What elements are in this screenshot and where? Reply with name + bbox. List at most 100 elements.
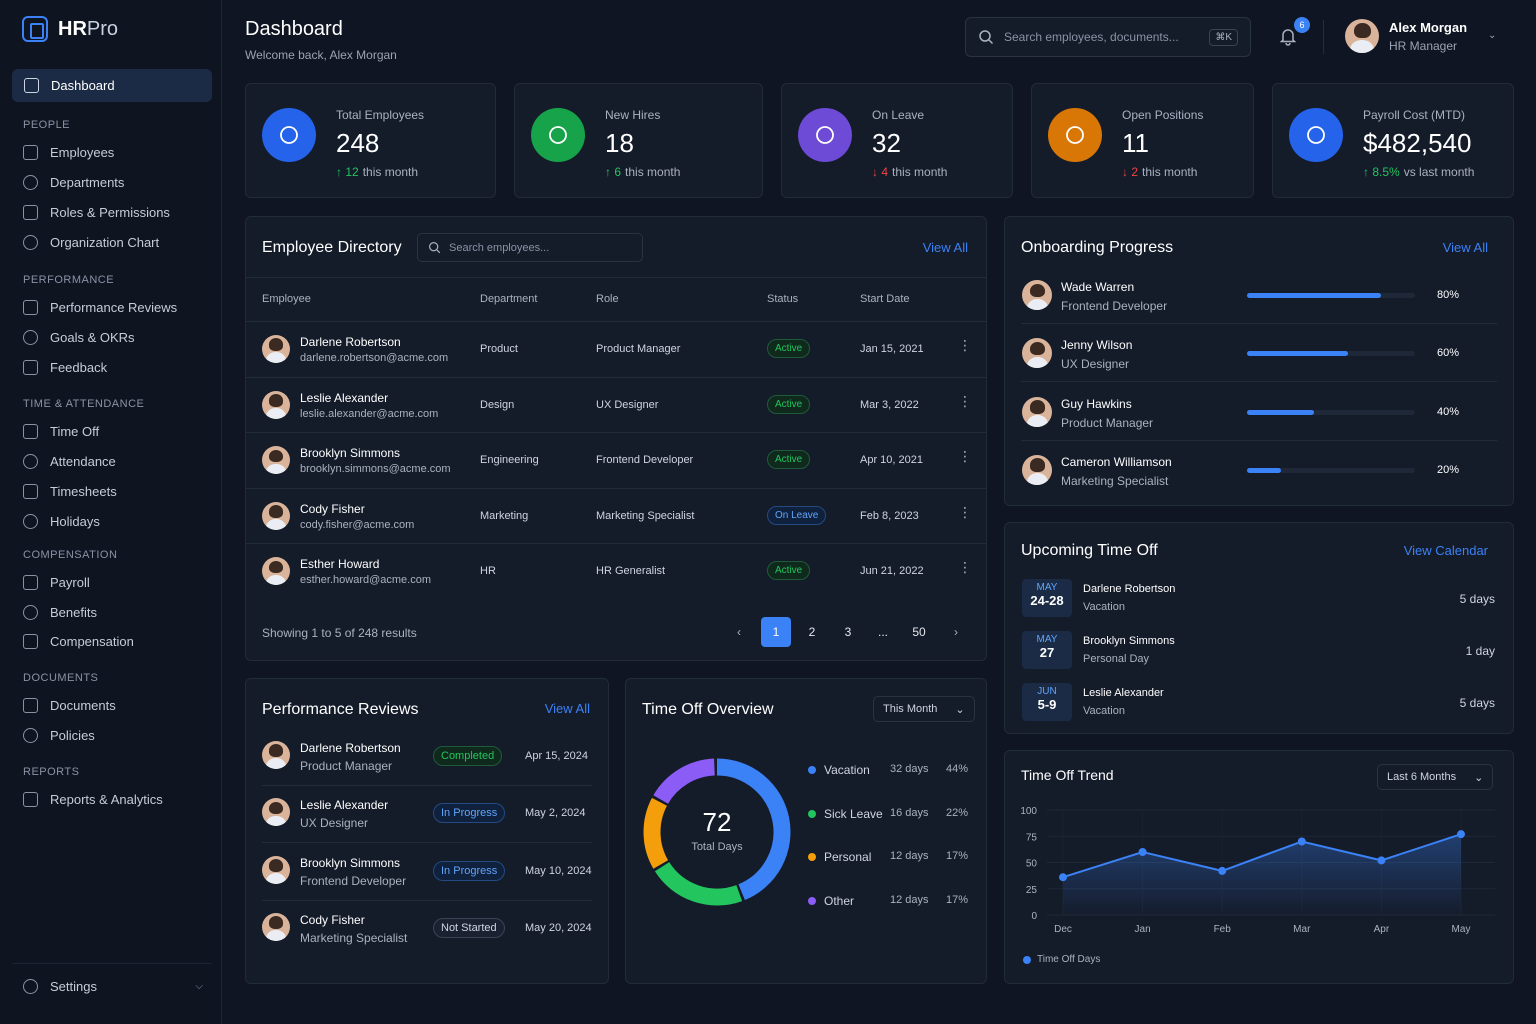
- date-badge: MAY 24-28: [1022, 579, 1072, 617]
- employee-name[interactable]: Cody Fisher: [300, 501, 365, 516]
- sidebar-item-payroll[interactable]: Payroll: [23, 575, 90, 590]
- employee-role: UX Designer: [300, 816, 369, 831]
- pagination-page[interactable]: 1: [761, 617, 791, 647]
- legend-item-personal[interactable]: Personal 12 days 17%: [808, 850, 978, 866]
- column-header-employee[interactable]: Employee: [262, 293, 311, 305]
- time-off-item[interactable]: MAY 24-28 Darlene Robertson Vacation 5 days: [1005, 579, 1513, 627]
- sidebar-item-employees[interactable]: Employees: [23, 145, 114, 160]
- stat-delta-value: 2: [1131, 165, 1139, 179]
- table-row[interactable]: Leslie Alexander leslie.alexander@acme.co…: [246, 376, 986, 433]
- more-options-icon[interactable]: ⋮: [958, 503, 972, 520]
- legend-item-sick-leave[interactable]: Sick Leave 16 days 22%: [808, 807, 978, 823]
- sidebar-item-policies[interactable]: Policies: [23, 727, 95, 743]
- sidebar-item-compensation[interactable]: Compensation: [23, 634, 134, 649]
- sidebar-item-dashboard[interactable]: Dashboard: [12, 69, 212, 102]
- more-options-icon[interactable]: ⋮: [958, 559, 972, 576]
- sidebar-item-timesheets[interactable]: Timesheets: [23, 484, 117, 499]
- pagination-page[interactable]: 2: [808, 625, 816, 639]
- onboarding-item[interactable]: Jenny Wilson UX Designer 60%: [1005, 337, 1513, 395]
- data-point[interactable]: [1059, 873, 1067, 882]
- review-item[interactable]: Brooklyn Simmons Frontend Developer In Pro…: [246, 854, 608, 910]
- employee-name[interactable]: Darlene Robertson: [300, 335, 401, 349]
- sidebar-item-attendance[interactable]: Attendance: [23, 454, 116, 469]
- more-options-icon[interactable]: ⋮: [958, 448, 972, 465]
- data-point[interactable]: [1457, 830, 1465, 839]
- period-dropdown[interactable]: This Month ⌄: [873, 696, 975, 722]
- legend-item-vacation[interactable]: Vacation 32 days 44%: [808, 763, 978, 779]
- sidebar-item-feedback[interactable]: Feedback: [23, 360, 107, 375]
- legend-days: 16 days: [890, 806, 929, 819]
- column-header-department[interactable]: Department: [480, 293, 538, 305]
- pagination-page[interactable]: 50: [912, 625, 926, 639]
- organization-chart-icon: [23, 235, 38, 250]
- donut-slice-personal[interactable]: [643, 797, 669, 869]
- view-all-link[interactable]: View All: [544, 701, 590, 716]
- brand-name: HRPro: [58, 17, 119, 40]
- view-all-link[interactable]: View All: [1442, 240, 1488, 255]
- column-header-role[interactable]: Role: [596, 293, 619, 305]
- view-calendar-link[interactable]: View Calendar: [1403, 543, 1488, 558]
- donut-slice-vacation[interactable]: [716, 758, 791, 901]
- onboarding-item[interactable]: Guy Hawkins Product Manager 40%: [1005, 396, 1513, 454]
- stat-delta-value: 4: [881, 165, 889, 179]
- sidebar-item-goals-okrs[interactable]: Goals & OKRs: [23, 330, 135, 345]
- pagination-page[interactable]: 3: [844, 625, 852, 639]
- data-point[interactable]: [1138, 848, 1147, 856]
- data-point[interactable]: [1218, 866, 1227, 875]
- table-row[interactable]: Esther Howard esther.howard@acme.com HR HR …: [246, 543, 986, 599]
- employee-name: Guy Hawkins: [1061, 396, 1132, 411]
- review-item[interactable]: Darlene Robertson Product Manager Complete…: [246, 739, 608, 795]
- divider: [1021, 323, 1497, 324]
- employee-name[interactable]: Brooklyn Simmons: [300, 446, 401, 461]
- progress-label: 40%: [1437, 405, 1460, 418]
- user-avatar[interactable]: [1345, 19, 1379, 53]
- table-row[interactable]: Brooklyn Simmons brooklyn.simmons@acme.co…: [246, 432, 986, 488]
- arrow-up-icon: ↑: [336, 165, 346, 179]
- employee-name[interactable]: Esther Howard: [300, 557, 380, 572]
- sidebar-item-performance-reviews[interactable]: Performance Reviews: [23, 300, 177, 315]
- time-off-item[interactable]: JUN 5-9 Leslie Alexander Vacation 5 days: [1005, 683, 1513, 731]
- review-item[interactable]: Cody Fisher Marketing Specialist Not Start…: [246, 911, 608, 967]
- global-search-input[interactable]: Search employees, documents... ⌘K: [965, 17, 1251, 57]
- onboarding-item[interactable]: Cameron Williamson Marketing Specialist 20…: [1005, 454, 1513, 512]
- data-point[interactable]: [1297, 837, 1306, 846]
- employee-start-date: Feb 8, 2023: [860, 509, 919, 522]
- chevron-left-icon[interactable]: ‹: [737, 625, 741, 639]
- column-header-status[interactable]: Status: [767, 293, 799, 305]
- date-month: JUN: [1037, 686, 1057, 697]
- table-row[interactable]: Cody Fisher cody.fisher@acme.com Marketing…: [246, 487, 986, 544]
- directory-search-input[interactable]: Search employees...: [417, 233, 643, 262]
- donut-slice-sick-leave[interactable]: [654, 861, 743, 906]
- period-dropdown[interactable]: Last 6 Months ⌄: [1377, 764, 1494, 790]
- sidebar-item-reports-analytics[interactable]: Reports & Analytics: [23, 792, 163, 807]
- sidebar-item-roles-permissions[interactable]: Roles & Permissions: [23, 205, 170, 220]
- logo[interactable]: HRPro: [22, 16, 118, 42]
- time-off-duration: 5 days: [1459, 696, 1495, 710]
- donut-slice-other[interactable]: [653, 758, 716, 805]
- view-all-link[interactable]: View All: [922, 240, 968, 255]
- user-name[interactable]: Alex Morgan: [1389, 20, 1468, 35]
- column-header-start-date[interactable]: Start Date: [860, 293, 910, 305]
- chevron-down-icon[interactable]: ⌄: [1488, 30, 1497, 41]
- sidebar-item-time-off[interactable]: Time Off: [23, 424, 99, 439]
- stat-card-payroll-cost-mtd: Payroll Cost (MTD) $482,540 ↑ 8.5% vs last …: [1272, 83, 1514, 198]
- more-options-icon[interactable]: ⋮: [958, 392, 972, 409]
- table-row[interactable]: Darlene Robertson darlene.robertson@acme.…: [246, 321, 986, 377]
- more-options-icon[interactable]: ⋮: [958, 337, 972, 353]
- sidebar-item-departments[interactable]: Departments: [23, 175, 124, 190]
- sidebar-item-benefits[interactable]: Benefits: [23, 604, 97, 620]
- sidebar-item-holidays[interactable]: Holidays: [23, 514, 100, 529]
- sidebar-item-documents[interactable]: Documents: [23, 698, 116, 713]
- sidebar-item-organization-chart[interactable]: Organization Chart: [23, 235, 159, 250]
- legend-item-other[interactable]: Other 12 days 17%: [808, 894, 978, 910]
- bell-icon[interactable]: [1278, 26, 1298, 46]
- chevron-right-icon[interactable]: ›: [954, 625, 958, 639]
- employee-name[interactable]: Leslie Alexander: [300, 390, 389, 405]
- stat-delta-text: vs last month: [1403, 165, 1475, 179]
- time-off-item[interactable]: MAY 27 Brooklyn Simmons Personal Day 1 day: [1005, 631, 1513, 679]
- onboarding-item[interactable]: Wade Warren Frontend Developer 80%: [1005, 279, 1513, 337]
- data-point[interactable]: [1377, 856, 1386, 865]
- review-item[interactable]: Leslie Alexander UX Designer In Progress Ma…: [246, 796, 608, 852]
- legend-swatch: [808, 853, 816, 861]
- settings-button[interactable]: Settings ⌵: [23, 979, 203, 994]
